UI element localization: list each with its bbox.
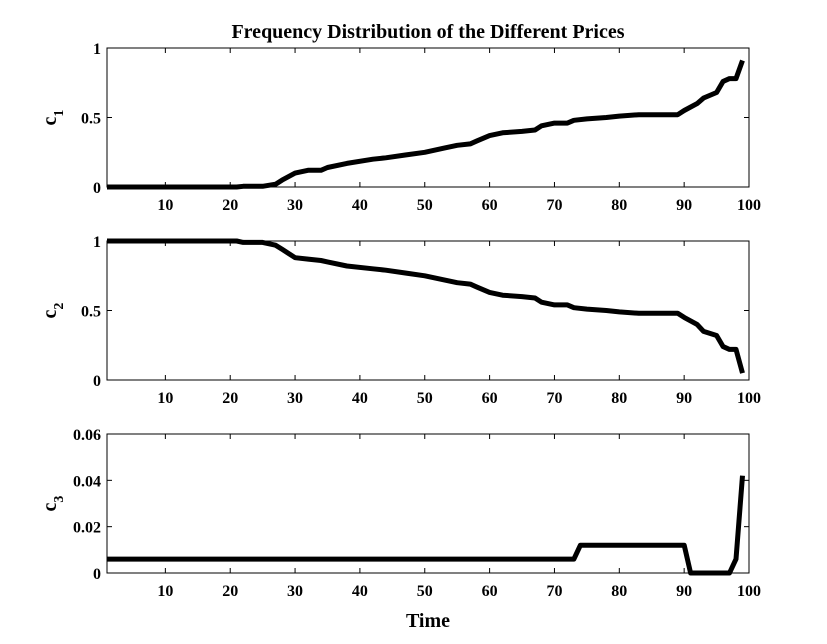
y-tick-label: 1: [93, 234, 101, 251]
x-tick-label: 50: [417, 390, 433, 407]
y-axis-label: c1: [39, 110, 67, 126]
x-tick-label: 70: [546, 197, 562, 214]
y-tick-label: 0.04: [73, 473, 101, 490]
x-tick-label: 50: [417, 197, 433, 214]
y-tick-label: 0: [93, 566, 101, 583]
x-tick-label: 70: [546, 390, 562, 407]
subplot-2: 10 20 30 40 50 60 70 80 90 100 0 0.5 1 c2: [39, 234, 761, 407]
x-tick-label: 70: [546, 583, 562, 600]
y-tick-label: 0: [93, 373, 101, 390]
y-tick-label: 0.02: [73, 520, 101, 537]
x-tick-label: 20: [222, 390, 238, 407]
x-axis-label: Time: [406, 610, 450, 632]
chart-title: Frequency Distribution of the Different …: [231, 21, 624, 43]
y-axis-label: c2: [39, 303, 67, 319]
x-tick-label: 60: [482, 390, 498, 407]
y-axis-label: c3: [39, 496, 67, 512]
x-tick-label: 90: [676, 197, 692, 214]
y-tick-label: 0.5: [81, 111, 101, 128]
x-tick-label: 50: [417, 583, 433, 600]
series-line: [107, 59, 745, 190]
x-tick-label: 20: [222, 197, 238, 214]
y-tick-label: 0: [93, 180, 101, 197]
x-tick-label: 40: [352, 197, 368, 214]
y-tick-label: 1: [93, 41, 101, 58]
x-tick-label: 80: [611, 583, 627, 600]
series-line: [107, 238, 745, 374]
x-tick-label: 30: [287, 390, 303, 407]
x-tick-label: 90: [676, 390, 692, 407]
x-tick-label: 60: [482, 197, 498, 214]
x-tick-label: 60: [482, 583, 498, 600]
x-tick-label: 30: [287, 583, 303, 600]
series-line: [107, 475, 745, 576]
x-tick-label: 90: [676, 583, 692, 600]
subplot-3: 10 20 30 40 50 60 70 80 90 100 0 0.02 0.04 0.06 c3: [39, 427, 761, 600]
x-tick-label: 100: [737, 197, 761, 214]
x-tick-label: 100: [737, 390, 761, 407]
x-tick-label: 10: [157, 197, 173, 214]
axes-box: [106, 240, 750, 381]
x-tick-label: 10: [157, 390, 173, 407]
subplot-1: 10 20 30 40 50 60 70 80 90 100 0 0.5 1 c1: [39, 41, 761, 214]
x-tick-label: 30: [287, 197, 303, 214]
y-tick-label: 0.06: [73, 427, 101, 444]
axes-box: [106, 47, 750, 188]
x-tick-label: 80: [611, 197, 627, 214]
x-tick-label: 100: [737, 583, 761, 600]
x-tick-label: 20: [222, 583, 238, 600]
x-tick-label: 40: [352, 390, 368, 407]
x-tick-label: 40: [352, 583, 368, 600]
y-tick-label: 0.5: [81, 304, 101, 321]
axes-box: [106, 433, 750, 574]
x-tick-label: 80: [611, 390, 627, 407]
x-tick-label: 10: [157, 583, 173, 600]
